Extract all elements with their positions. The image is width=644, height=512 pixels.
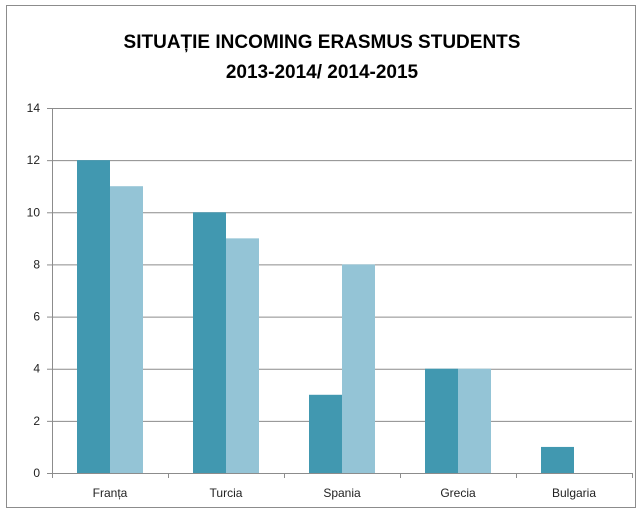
x-tick-label: Spania xyxy=(323,486,361,500)
bar-spania-series-1 xyxy=(309,394,342,473)
chart-title: SITUAȚIE INCOMING ERASMUS STUDENTS 2013-… xyxy=(0,28,644,88)
y-tick-label: 14 xyxy=(27,101,41,115)
y-tick-labels: 0 2 4 6 8 10 12 14 xyxy=(27,101,41,480)
y-tick-label: 8 xyxy=(33,257,40,271)
y-tick-label: 10 xyxy=(27,205,41,219)
y-tick-label: 12 xyxy=(27,153,41,167)
x-tick-label: Bulgaria xyxy=(552,486,596,500)
bar-grecia-series-1 xyxy=(425,368,458,473)
bar-turcia-series-1 xyxy=(193,212,226,474)
bar-turcia-series-2 xyxy=(226,238,259,473)
x-tick-labels: Franța Turcia Spania Grecia Bulgaria xyxy=(93,486,597,500)
bars xyxy=(77,160,574,474)
y-tick-label: 4 xyxy=(33,362,40,376)
x-tick-label: Turcia xyxy=(210,486,243,500)
bar-bulgaria-series-1 xyxy=(541,446,574,473)
y-tick-label: 6 xyxy=(33,310,40,324)
bar-grecia-series-2 xyxy=(458,368,491,473)
bar-franța-series-2 xyxy=(110,186,143,473)
chart-title-line-1: SITUAȚIE INCOMING ERASMUS STUDENTS xyxy=(123,32,521,53)
axes xyxy=(47,108,633,478)
x-tick-label: Franța xyxy=(93,486,128,500)
y-tick-label: 0 xyxy=(33,466,40,480)
y-tick-label: 2 xyxy=(33,414,40,428)
bar-franța-series-1 xyxy=(77,160,110,473)
x-tick-label: Grecia xyxy=(440,486,476,500)
chart-title-line-2: 2013-2014/ 2014-2015 xyxy=(225,62,419,83)
bar-spania-series-2 xyxy=(342,264,375,473)
